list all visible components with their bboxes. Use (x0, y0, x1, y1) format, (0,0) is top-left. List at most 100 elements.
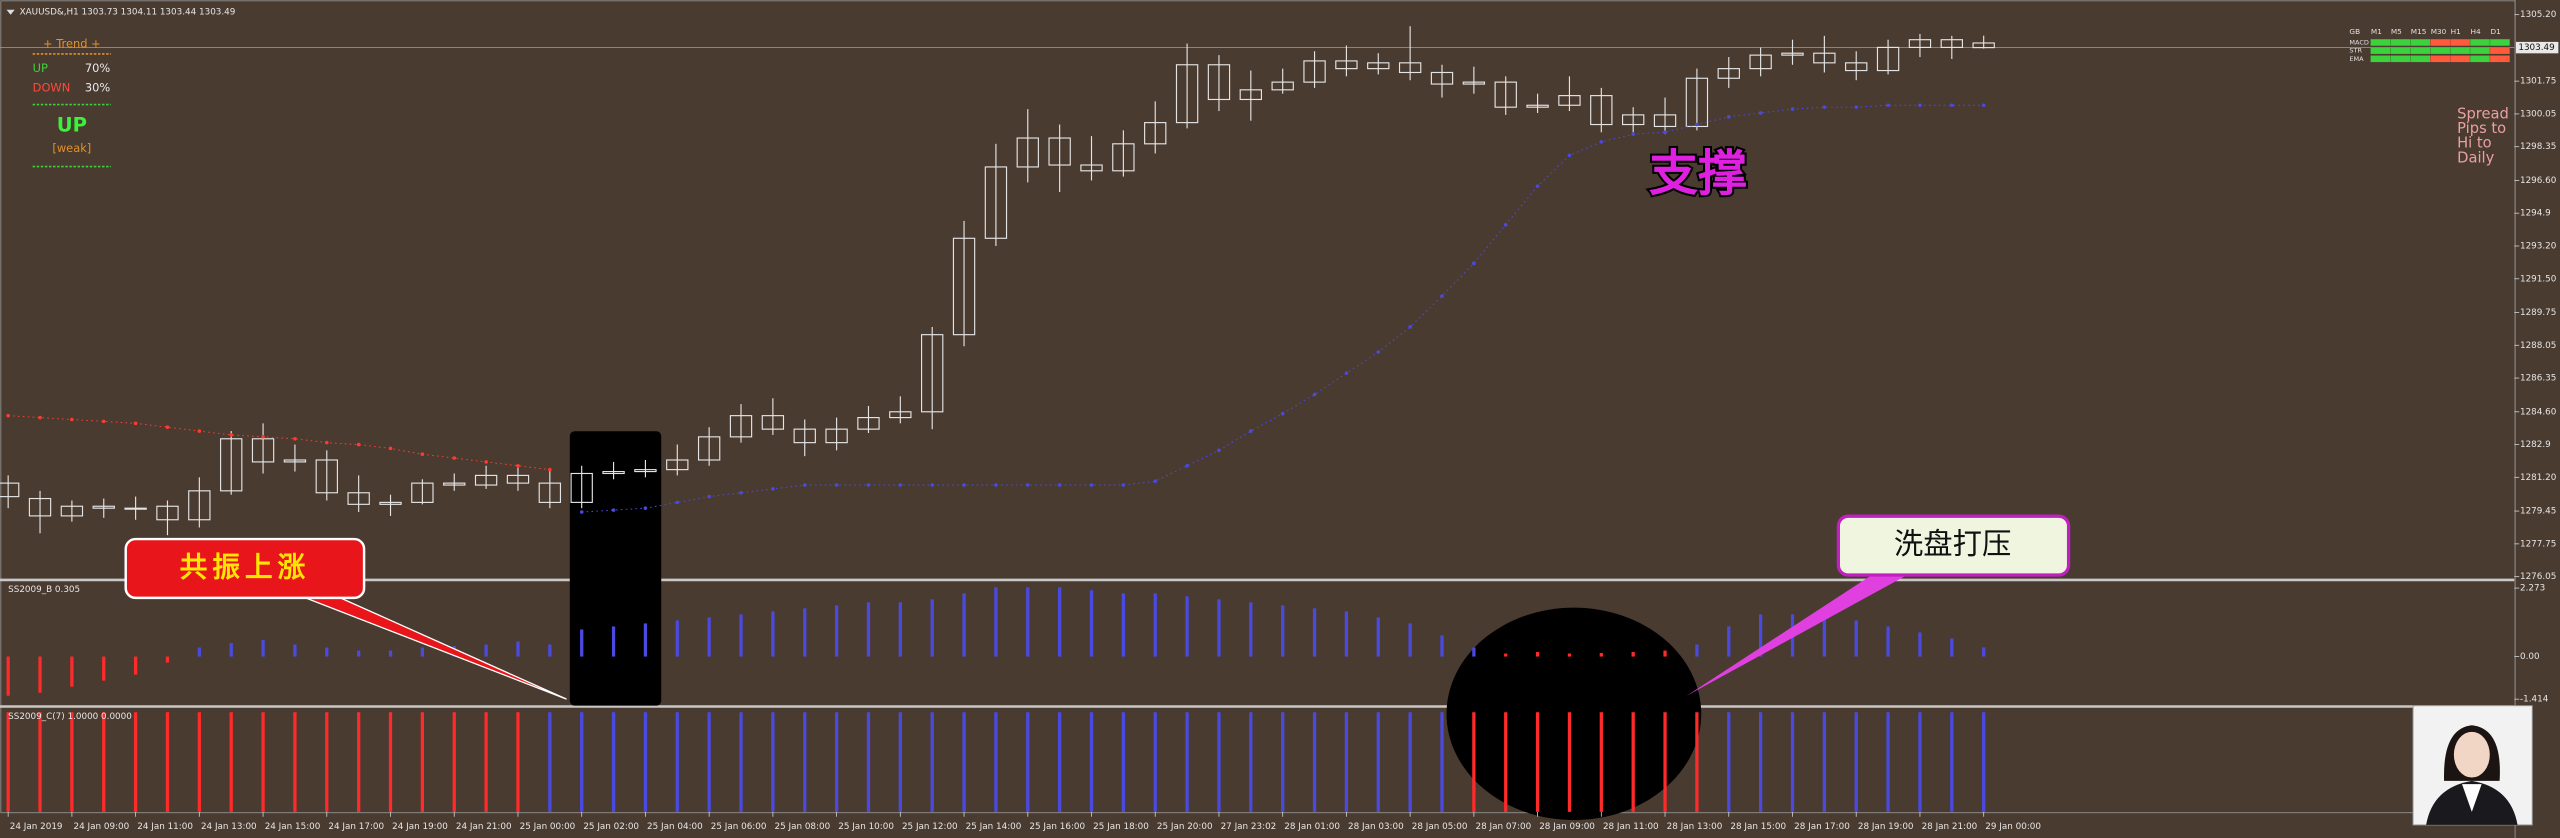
signal-cell (2490, 47, 2510, 54)
ma-point (1057, 483, 1062, 487)
histogram-bar (930, 599, 934, 657)
candle-body (251, 438, 275, 463)
ma-line (581, 104, 1984, 513)
ma-point (516, 463, 520, 468)
histogram-bar (1153, 593, 1157, 657)
histogram-bar (1281, 605, 1285, 657)
ma-point (165, 425, 170, 430)
highlight-box (569, 431, 662, 706)
histogram-bar (261, 639, 265, 657)
histogram-bar (1249, 712, 1253, 812)
histogram-bar (293, 712, 297, 812)
x-tick-label: 25 Jan 00:00 (520, 822, 576, 832)
histogram-bar (165, 656, 170, 663)
candle-body (283, 459, 307, 463)
histogram-bar (229, 643, 233, 657)
ma-point (1663, 130, 1667, 135)
ma-point (579, 510, 584, 514)
candle-body (1016, 137, 1039, 168)
candle-body (602, 470, 625, 475)
ma-point (739, 490, 743, 495)
candle-body (124, 507, 147, 510)
histogram-bar (357, 712, 361, 812)
y-tick-label: 1288.05 (2520, 341, 2556, 351)
signal-cell (2410, 39, 2431, 46)
ma-point (6, 413, 10, 418)
ma-point (452, 456, 457, 460)
trend-panel: + Trend + UP 70% DOWN 30% UP [weak] (32, 37, 112, 168)
y-tick-label: -1.414 (2520, 695, 2549, 705)
x-tick-label: 24 Jan 21:00 (456, 822, 512, 832)
candle-body (825, 428, 848, 444)
y-tick-label: 1279.45 (2520, 507, 2556, 517)
histogram-bar (1599, 652, 1603, 657)
y-tick-label: 1281.20 (2520, 473, 2557, 483)
candle-body (1749, 54, 1772, 70)
histogram-bar (1249, 602, 1253, 657)
signal-cell (2450, 55, 2470, 63)
x-tick-label: 28 Jan 21:00 (1922, 822, 1978, 832)
histogram-bar (1631, 652, 1635, 657)
x-tick-label: 24 Jan 19:00 (392, 822, 448, 832)
candle-body (347, 492, 370, 505)
histogram-bar (516, 712, 520, 812)
candle-body (1876, 46, 1900, 72)
histogram-bar (165, 712, 170, 812)
ma-point (38, 415, 42, 420)
y-tick-label: 1305.20 (2520, 10, 2557, 20)
indicator-title: SS2009_B 0.305 (8, 585, 80, 595)
callout-box (1836, 514, 2071, 577)
candle-body (474, 474, 498, 486)
callout-box (124, 537, 366, 600)
histogram-bar (1504, 712, 1508, 812)
histogram-bar (1504, 653, 1508, 657)
candle-body (1653, 114, 1677, 128)
histogram-bar (1822, 712, 1826, 812)
histogram-bar (771, 712, 775, 812)
info-text: Hi to (2457, 135, 2492, 152)
y-tick-label: 1276.05 (2520, 572, 2556, 582)
ma-point (293, 436, 297, 441)
trend-title: + Trend + (43, 37, 101, 51)
info-text: Spread (2457, 105, 2509, 122)
signal-cell (2430, 47, 2450, 54)
signal-cell (2490, 55, 2510, 63)
candle-body (952, 237, 976, 336)
signal-cell (2470, 55, 2490, 63)
histogram-bar (803, 712, 807, 812)
candle-body (1048, 137, 1071, 166)
x-tick-label: 25 Jan 20:00 (1157, 822, 1213, 832)
avatar-shirt (2462, 784, 2482, 812)
histogram-bar (1822, 617, 1826, 657)
histogram-bar (1058, 712, 1062, 812)
histogram-bar (1408, 712, 1412, 812)
histogram-bar (1312, 712, 1317, 812)
histogram-bar (1217, 712, 1221, 812)
ma-point (1121, 483, 1126, 487)
histogram-bar (102, 712, 106, 812)
histogram-bar (994, 587, 998, 657)
histogram-bar (580, 629, 584, 657)
histogram-bar (1217, 599, 1221, 657)
histogram-bar (133, 712, 138, 812)
x-tick-label: 24 Jan 09:00 (74, 822, 130, 832)
histogram-bar (1918, 632, 1922, 657)
y-tick-label: 1291.50 (2520, 274, 2557, 284)
callout-cream: 洗盘打压 (1686, 514, 2071, 696)
histogram-bar (1982, 647, 1986, 657)
candle-body (1398, 62, 1422, 74)
grid-column-label: M15 (2411, 27, 2427, 36)
histogram-bar (611, 626, 616, 657)
histogram-bar (197, 712, 201, 812)
histogram-bar (1758, 614, 1763, 657)
title-marker (6, 9, 15, 15)
annotation: 支撑 (1649, 145, 1747, 202)
histogram-bar (102, 656, 106, 681)
y-tick-label: 1293.20 (2520, 241, 2557, 251)
x-tick-label: 28 Jan 01:00 (1284, 822, 1340, 832)
x-tick-label: 25 Jan 06:00 (711, 822, 767, 832)
candle-body (1813, 52, 1836, 64)
histogram-bar (643, 712, 648, 812)
x-tick-label: 25 Jan 02:00 (583, 822, 639, 832)
